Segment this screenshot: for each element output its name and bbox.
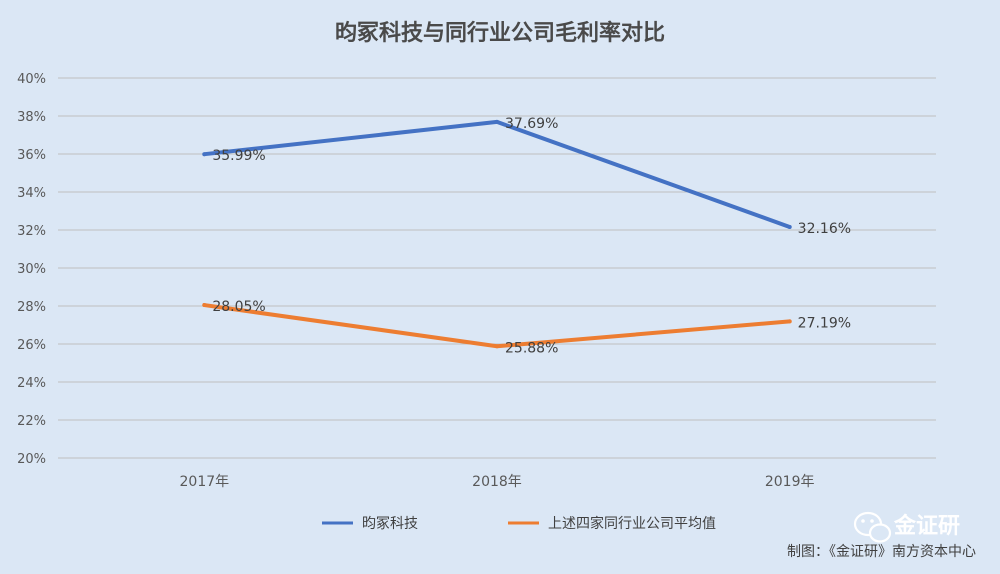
y-tick-label: 26%: [17, 338, 46, 353]
data-point: [202, 152, 207, 157]
wechat-icon: [853, 511, 892, 543]
chart-credit: 制图：《金证研》南方资本中心: [787, 544, 976, 560]
y-tick-label: 22%: [17, 414, 46, 429]
data-label: 35.99%: [212, 148, 265, 164]
y-tick-label: 30%: [17, 262, 46, 277]
watermark-text: 金证研: [893, 513, 960, 539]
data-point: [787, 224, 792, 229]
series-group: [202, 119, 792, 349]
y-tick-label: 28%: [17, 300, 46, 315]
y-tick-label: 38%: [17, 110, 46, 125]
y-tick-label: 34%: [17, 186, 46, 201]
data-point: [495, 344, 499, 349]
legend-label-series-1: 昀冢科技: [362, 516, 418, 532]
x-axis: 2017年 2018年 2019年: [180, 474, 815, 490]
x-tick-label: 2019年: [765, 474, 815, 490]
y-tick-label: 20%: [17, 452, 46, 467]
x-tick-label: 2018年: [472, 474, 522, 490]
data-point: [495, 119, 499, 124]
data-labels: 35.99% 37.69% 32.16% 28.05% 25.88% 27.19%: [212, 116, 851, 356]
series-line-2: [202, 303, 792, 349]
y-tick-label: 24%: [17, 376, 46, 391]
watermark: 金证研: [853, 511, 960, 543]
data-label: 28.05%: [212, 299, 265, 315]
data-point: [787, 319, 792, 324]
legend-label-series-2: 上述四家同行业公司平均值: [548, 515, 716, 532]
y-axis: 20% 22% 24% 26% 28% 30% 32% 34% 36% 38% 40%: [17, 72, 46, 467]
y-tick-label: 36%: [17, 148, 46, 163]
y-tick-label: 32%: [17, 224, 46, 239]
x-tick-label: 2017年: [180, 474, 230, 490]
data-point: [202, 303, 207, 308]
data-label: 37.69%: [505, 116, 558, 132]
chart-title: 昀冢科技与同行业公司毛利率对比: [335, 20, 665, 46]
series-line-1: [202, 119, 792, 229]
y-tick-label: 40%: [17, 72, 46, 87]
data-label: 32.16%: [798, 221, 851, 237]
data-label: 25.88%: [505, 340, 558, 356]
legend: 昀冢科技 上述四家同行业公司平均值: [322, 515, 716, 532]
data-label: 27.19%: [798, 315, 851, 331]
grid: [58, 77, 936, 459]
